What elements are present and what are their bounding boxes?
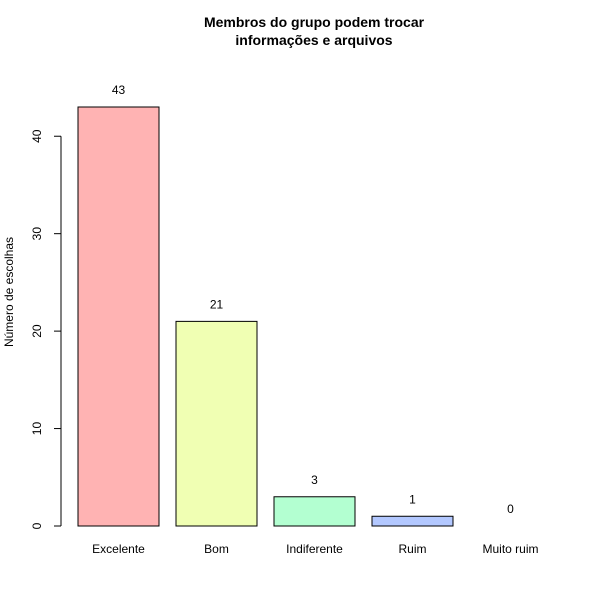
y-tick-label: 10 xyxy=(30,422,44,436)
data-label: 43 xyxy=(112,83,126,97)
category-label: Bom xyxy=(204,542,229,556)
y-tick-label: 40 xyxy=(30,129,44,143)
y-axis-label: Número de escolhas xyxy=(2,237,16,347)
category-label: Indiferente xyxy=(286,542,343,556)
bar-indiferente xyxy=(273,496,356,527)
chart-title: Membros do grupo podem trocar informaçõe… xyxy=(204,14,425,48)
category-label: Excelente xyxy=(92,542,145,556)
category-labels: Excelente Bom Indiferente Ruim Muito ruim xyxy=(92,542,538,556)
data-label: 0 xyxy=(507,502,514,516)
data-label: 1 xyxy=(409,492,416,506)
data-label: 21 xyxy=(210,297,224,311)
bar-excelente xyxy=(77,106,160,527)
data-label: 3 xyxy=(311,473,318,487)
category-label: Muito ruim xyxy=(482,542,538,556)
y-tick-label: 30 xyxy=(30,227,44,241)
y-tick-label: 20 xyxy=(30,324,44,338)
category-label: Ruim xyxy=(398,542,426,556)
chart-title-line-2: informações e arquivos xyxy=(235,32,392,48)
y-tick-label: 0 xyxy=(30,522,44,529)
bar-bom xyxy=(175,320,258,527)
bars xyxy=(77,106,454,527)
data-labels: 43 21 3 1 0 xyxy=(112,83,514,516)
bar-ruim xyxy=(371,515,454,527)
chart-title-line-1: Membros do grupo podem trocar xyxy=(204,14,425,30)
y-axis: 0 10 20 30 40 xyxy=(30,129,62,529)
